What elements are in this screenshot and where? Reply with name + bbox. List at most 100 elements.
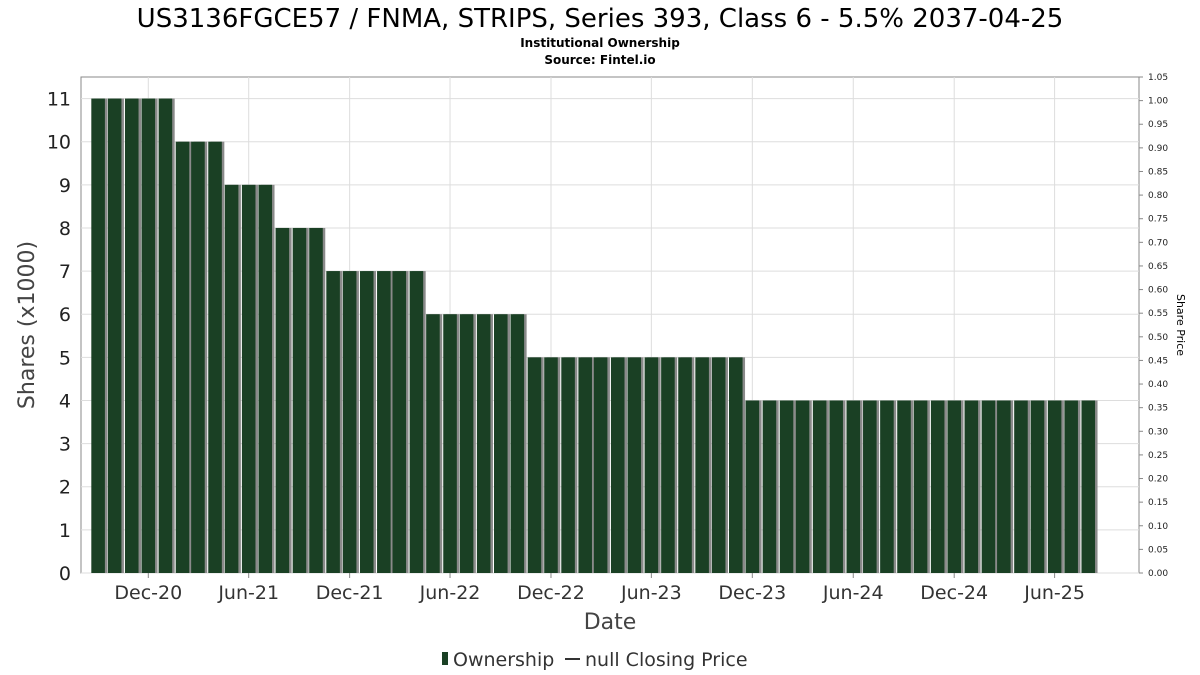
y-tick-label: 0 [59,563,71,585]
ownership-bar [527,357,542,573]
ownership-bar [1064,400,1078,573]
y-tick-label: 8 [59,218,71,240]
x-tick-label: Jun-23 [620,582,682,604]
y-tick-label: 11 [47,89,71,111]
x-tick-label: Dec-20 [114,582,182,604]
y-tick-label: 5 [59,347,71,369]
ownership-bar [997,400,1011,573]
x-tick-label: Jun-22 [419,582,481,604]
ownership-bar [1081,400,1096,573]
ownership-bar [258,184,273,573]
ownership-bar [544,357,558,573]
ownership-bar [745,400,760,573]
ownership-bar [141,98,156,573]
ownership-bar [610,357,625,573]
y2-tick-label: 0.55 [1148,309,1168,319]
y2-tick-label: 0.80 [1148,191,1168,201]
y2-tick-label: 0.70 [1148,238,1168,248]
ownership-bar [510,314,525,573]
ownership-bar [846,400,861,573]
ownership-bar [309,227,323,573]
ownership-bar [241,184,256,573]
legend-ownership-swatch [442,652,448,665]
y2-tick-label: 0.35 [1148,404,1168,414]
y2-tick-label: 0.20 [1148,475,1168,485]
ownership-bar [208,141,222,573]
x-tick-label: Dec-23 [718,582,786,604]
x-axis-label: Date [584,610,637,635]
ownership-bar [728,357,743,573]
y2-axis-label: Share Price [1174,294,1187,356]
y-tick-label: 1 [59,520,71,542]
x-axis-ticks: Dec-20 Jun-21 Dec-21 Jun-22 Dec-22 Jun-23 Dec-… [114,573,1085,604]
ownership-bar [1014,400,1028,573]
ownership-bar [930,400,945,573]
y2-tick-label: 0.10 [1148,522,1168,532]
y-tick-label: 6 [59,304,71,326]
ownership-bar [964,400,979,573]
chart-source: Source: Fintel.io [544,53,655,67]
y-tick-label: 7 [59,261,71,283]
y2-tick-label: 0.05 [1148,545,1168,555]
ownership-bar [981,400,996,573]
chart-subtitle: Institutional Ownership [520,36,680,50]
y-tick-label: 2 [59,477,71,499]
y-axis-label: Shares (x1000) [15,241,40,409]
y2-tick-label: 1.05 [1148,73,1168,83]
ownership-bar [812,400,827,573]
ownership-bar [493,314,508,573]
ownership-bar [779,400,794,573]
ownership-bar [175,141,190,573]
legend-ownership-label: Ownership [453,649,554,671]
legend: Ownership null Closing Price [442,649,748,671]
ownership-bar [191,141,205,573]
ownership-bar [342,271,357,573]
y2-tick-label: 0.25 [1148,451,1168,461]
ownership-bar [107,98,122,573]
ownership-bar [627,357,642,573]
y2-tick-label: 0.40 [1148,380,1168,390]
y2-tick-label: 0.75 [1148,215,1168,225]
ownership-bar [863,400,877,573]
y-axis-ticks: 0 1 2 3 4 5 6 7 8 9 10 11 [47,89,71,585]
y2-tick-label: 0.00 [1148,569,1168,579]
ownership-bar [661,357,675,573]
ownership-bar [1047,400,1062,573]
ownership-bar [392,271,407,573]
y2-tick-label: 0.95 [1148,120,1168,130]
ownership-bar [695,357,709,573]
x-tick-label: Jun-25 [1023,582,1085,604]
ownership-bar [426,314,440,573]
legend-price-label: null Closing Price [585,649,748,671]
ownership-bar [409,271,424,573]
y2-tick-label: 1.00 [1148,97,1168,107]
x-tick-label: Jun-21 [217,582,279,604]
ownership-bar [561,357,575,573]
y2-tick-label: 0.90 [1148,144,1168,154]
x-tick-label: Dec-24 [920,582,988,604]
ownership-bar [678,357,692,573]
ownership-bar [459,314,474,573]
y2-axis-ticks: 0.00 0.05 0.10 0.15 0.20 0.25 0.30 0.35 0.40 0.45… [1139,73,1168,579]
ownership-bar [1030,400,1045,573]
ownership-bar [897,400,911,573]
ownership-bar [795,400,810,573]
ownership-bar [476,314,491,573]
ownership-bar [947,400,961,573]
y-tick-label: 9 [59,175,71,197]
ownership-bar [158,98,173,573]
y2-tick-label: 0.60 [1148,286,1168,296]
y2-tick-label: 0.85 [1148,167,1168,177]
ownership-bar [292,227,307,573]
ownership-bar [275,227,290,573]
ownership-bar [359,271,374,573]
y-tick-label: 4 [59,390,71,412]
chart-title: US3136FGCE57 / FNMA, STRIPS, Series 393,… [137,4,1064,34]
ownership-bar [443,314,457,573]
ownership-bar [644,357,659,573]
x-tick-label: Jun-24 [822,582,884,604]
y2-tick-label: 0.15 [1148,498,1168,508]
y2-tick-label: 0.50 [1148,333,1168,343]
ownership-bar [593,357,608,573]
